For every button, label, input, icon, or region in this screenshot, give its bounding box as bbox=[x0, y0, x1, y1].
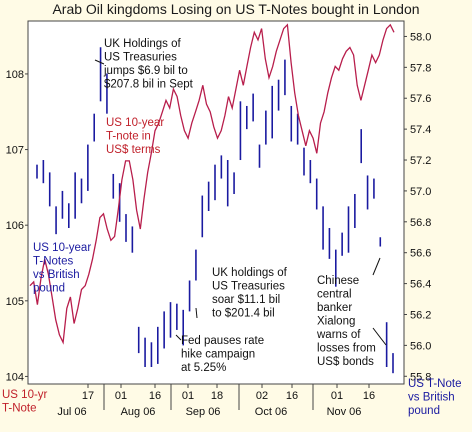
usd-series-line bbox=[29, 23, 395, 345]
annotation-line: Chinese bbox=[317, 275, 359, 287]
x-tick-label: 16 bbox=[363, 390, 375, 402]
annotation-line: to $201.4 bil bbox=[212, 308, 275, 320]
annotation-pointer bbox=[195, 307, 198, 319]
annotation-line: $207.8 bil in Sept bbox=[104, 79, 194, 91]
right-tick-label: 56.4 bbox=[410, 279, 431, 291]
right-tick-label: 56.0 bbox=[410, 340, 431, 352]
right-tick-label: 56.6 bbox=[410, 248, 431, 260]
annotation-line: US 10-year bbox=[106, 117, 164, 129]
x-tick-label: 01 bbox=[331, 390, 343, 402]
right-axis-label-line: vs British bbox=[408, 392, 455, 404]
x-tick-label: 16 bbox=[149, 390, 161, 402]
x-tick-label: 01 bbox=[115, 390, 127, 402]
plot-area bbox=[27, 20, 405, 385]
annotation-line: Xialong bbox=[317, 316, 355, 328]
right-tick-label: 55.8 bbox=[410, 371, 431, 383]
left-axis-label-line: US 10-yr bbox=[2, 389, 48, 401]
right-axis-label-line: US T-Note bbox=[408, 378, 461, 390]
left-tick-label: 107 bbox=[6, 145, 24, 157]
left-axis-ticks: 104 105 106 107 108 bbox=[6, 69, 28, 383]
annotation-line: Fed pauses rate bbox=[181, 335, 264, 347]
annotation-line: US Treasuries bbox=[212, 281, 285, 293]
right-tick-label: 57.6 bbox=[410, 93, 431, 105]
x-tick-label: 17 bbox=[82, 390, 94, 402]
right-tick-label: 57.0 bbox=[410, 186, 431, 198]
right-axis-label-line: pound bbox=[408, 405, 440, 417]
annotation-line: hike campaign bbox=[181, 349, 255, 361]
annotation-line: central bbox=[317, 289, 352, 301]
pound-series-bars bbox=[36, 47, 394, 374]
annotation-line: pound bbox=[33, 283, 65, 295]
x-tick-label: 01 bbox=[182, 390, 194, 402]
annotation-line: losses from bbox=[317, 343, 376, 355]
month-label: Aug 06 bbox=[121, 406, 156, 418]
annotation-line: jumps $6.9 bil to bbox=[103, 65, 188, 77]
annotation-line: US$ bonds bbox=[317, 356, 374, 368]
annotation-line: UK Holdings of bbox=[104, 38, 182, 50]
annotation-line: at 5.25% bbox=[181, 362, 226, 374]
left-tick-label: 104 bbox=[6, 371, 24, 383]
month-label: Nov 06 bbox=[327, 406, 362, 418]
annotation-pointer bbox=[175, 334, 182, 341]
left-tick-label: 105 bbox=[6, 296, 24, 308]
month-label: Jul 06 bbox=[57, 406, 86, 418]
annotation-line: UK holdings of bbox=[212, 267, 288, 279]
month-label: Oct 06 bbox=[255, 406, 287, 418]
annotation-line: banker bbox=[317, 302, 352, 314]
annotation-line: US 10-year bbox=[33, 242, 91, 254]
right-tick-label: 56.8 bbox=[410, 217, 431, 229]
usd-series-line-layer bbox=[29, 23, 395, 345]
annotation-line: warns of bbox=[316, 329, 361, 341]
right-tick-label: 56.2 bbox=[410, 309, 431, 321]
x-axis-month-labels: Jul 06 Aug 06 Sep 06 Oct 06 Nov 06 bbox=[57, 406, 361, 418]
annotation-pointer bbox=[372, 327, 387, 346]
right-tick-label: 57.2 bbox=[410, 155, 431, 167]
right-axis-ticks: 55.8 56.0 56.2 56.4 56.6 56.8 57.0 57.2 57.4 57.6… bbox=[404, 31, 431, 383]
right-tick-label: 57.4 bbox=[410, 124, 431, 136]
left-axis-label-line: T-Note bbox=[2, 403, 37, 415]
annotation-line: T-Notes bbox=[33, 256, 74, 268]
annotation-line: soar $11.1 bil bbox=[212, 294, 280, 306]
annotation-line: US Treasuries bbox=[104, 52, 177, 64]
annotation-line: vs British bbox=[33, 269, 80, 281]
left-tick-label: 108 bbox=[6, 69, 24, 81]
annotation-pointer bbox=[94, 59, 105, 65]
x-tick-label: 16 bbox=[286, 390, 298, 402]
annotation-line: T-note in bbox=[106, 131, 151, 143]
annotation-pointer bbox=[372, 257, 381, 276]
right-tick-label: 57.8 bbox=[410, 62, 431, 74]
right-tick-label: 58.0 bbox=[410, 31, 431, 43]
x-axis-ticks: 17 01 16 01 18 02 16 01 16 bbox=[82, 384, 375, 410]
annotation-line: US$ terms bbox=[106, 144, 161, 156]
month-label: Sep 06 bbox=[186, 406, 221, 418]
x-tick-label: 02 bbox=[256, 390, 268, 402]
left-tick-label: 106 bbox=[6, 220, 24, 232]
left-axis-label: US 10-yr T-Note bbox=[2, 389, 48, 415]
chart-title: Arab Oil kingdoms Losing on US T-Notes b… bbox=[52, 1, 419, 17]
x-tick-label: 18 bbox=[211, 390, 223, 402]
